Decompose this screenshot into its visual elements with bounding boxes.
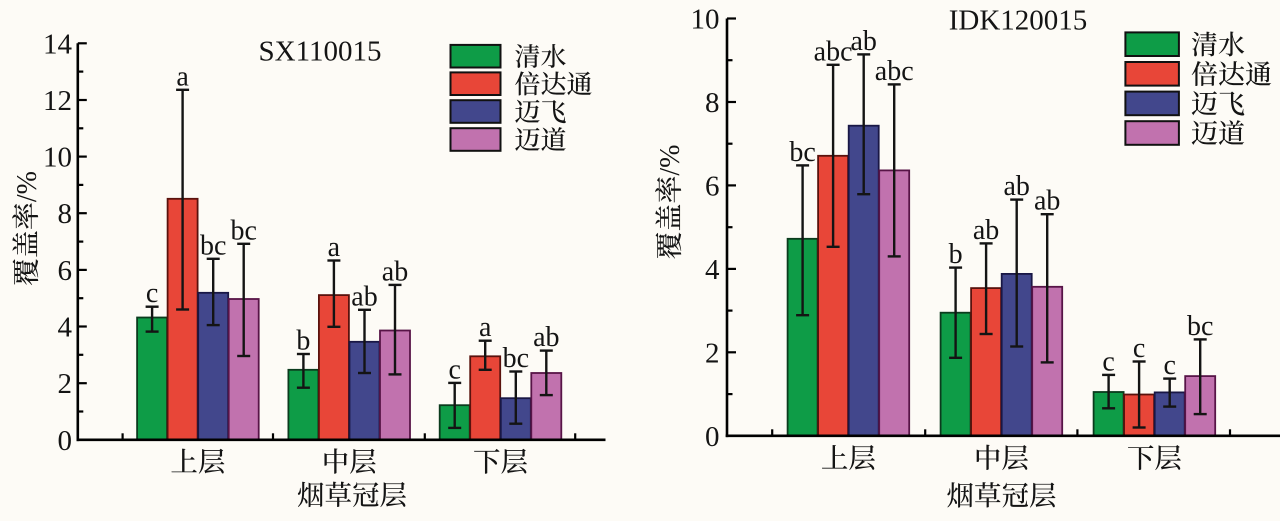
svg-text:c: c	[448, 354, 460, 385]
svg-text:bc: bc	[789, 137, 815, 168]
svg-text:2: 2	[58, 368, 73, 400]
svg-text:6: 6	[58, 255, 73, 287]
svg-text:6: 6	[705, 170, 720, 202]
svg-text:abc: abc	[875, 56, 914, 87]
svg-text:8: 8	[58, 198, 73, 230]
svg-text:ab: ab	[382, 256, 408, 287]
svg-text:2: 2	[705, 337, 720, 369]
svg-text:a: a	[328, 232, 341, 263]
svg-text:bc: bc	[200, 230, 226, 261]
svg-text:a: a	[479, 312, 492, 343]
svg-text:c: c	[1163, 350, 1175, 381]
svg-text:bc: bc	[503, 343, 529, 374]
svg-text:10: 10	[43, 142, 72, 174]
svg-text:8: 8	[705, 87, 720, 119]
svg-text:12: 12	[43, 85, 72, 117]
svg-text:a: a	[176, 61, 189, 92]
svg-text:/%: /%	[12, 171, 43, 202]
svg-text:14: 14	[43, 28, 73, 60]
svg-text:0: 0	[705, 421, 720, 453]
svg-text:4: 4	[705, 254, 720, 286]
svg-text:0: 0	[58, 425, 73, 457]
svg-text:ab: ab	[351, 281, 377, 312]
svg-text:abc: abc	[814, 36, 853, 67]
svg-text:c: c	[1102, 346, 1114, 377]
svg-text:/%: /%	[655, 144, 686, 175]
svg-text:IDK120015: IDK120015	[949, 5, 1088, 37]
svg-text:ab: ab	[533, 322, 559, 353]
svg-text:ab: ab	[1034, 186, 1060, 217]
svg-text:ab: ab	[973, 215, 999, 246]
svg-text:ab: ab	[850, 26, 876, 57]
svg-text:10: 10	[691, 4, 720, 36]
svg-text:bc: bc	[230, 215, 256, 246]
svg-text:b: b	[949, 239, 963, 270]
svg-text:b: b	[296, 326, 310, 357]
svg-text:ab: ab	[1003, 171, 1029, 202]
svg-text:SX110015: SX110015	[259, 36, 382, 68]
svg-text:c: c	[1133, 333, 1145, 364]
svg-text:4: 4	[58, 312, 73, 344]
svg-text:c: c	[146, 278, 158, 309]
svg-text:bc: bc	[1187, 311, 1213, 342]
